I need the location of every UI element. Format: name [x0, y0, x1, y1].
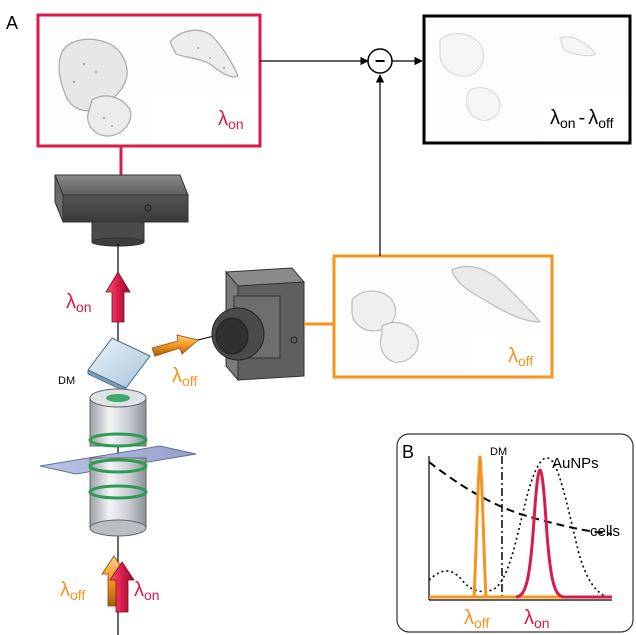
- lambda-off-label-bottom: λoff: [60, 579, 85, 603]
- graph-lambda-on-label: λon: [524, 607, 550, 631]
- lambda-off-image: λoff: [332, 254, 554, 379]
- lambda-off-arrow-icon: [151, 334, 199, 357]
- graph-lambda-off-label: λoff: [464, 607, 489, 631]
- panel-b-label: B: [402, 442, 414, 462]
- aunps-curve: [428, 457, 611, 599]
- lambda-off-label-mid: λoff: [172, 365, 197, 389]
- difference-label: λon - λoff: [550, 107, 614, 131]
- lambda-on-label-top: λon: [218, 108, 244, 132]
- cells-curve: [428, 461, 613, 535]
- result-image: λon - λoff: [422, 14, 632, 145]
- side-camera-icon: [211, 267, 306, 382]
- aunps-label: AuNPs: [552, 455, 599, 472]
- lambda-off-label-box: λoff: [508, 345, 533, 369]
- subtract-operator-sign: −: [375, 51, 386, 71]
- objective-lens-icon: [88, 388, 148, 448]
- lower-lens-icon: [88, 457, 148, 537]
- spectrum-panel: B DM AuNPs cells λoff λon: [396, 433, 634, 633]
- graph-dm-label: DM: [490, 446, 507, 458]
- input-arrows-icon: [101, 555, 135, 613]
- lambda-on-arrow-icon: [105, 271, 131, 323]
- lambda-off-peak: [468, 455, 492, 599]
- top-camera-icon: [54, 174, 189, 247]
- lambda-on-peak: [515, 468, 612, 599]
- cells-label: cells: [590, 523, 620, 540]
- lambda-on-label-bottom: λon: [134, 579, 160, 603]
- dichroic-mirror-icon: [87, 337, 151, 393]
- dm-label: DM: [58, 375, 75, 387]
- panel-a-label: A: [6, 13, 18, 33]
- lambda-on-label-mid: λon: [66, 291, 92, 315]
- lambda-on-image: λon: [36, 13, 262, 148]
